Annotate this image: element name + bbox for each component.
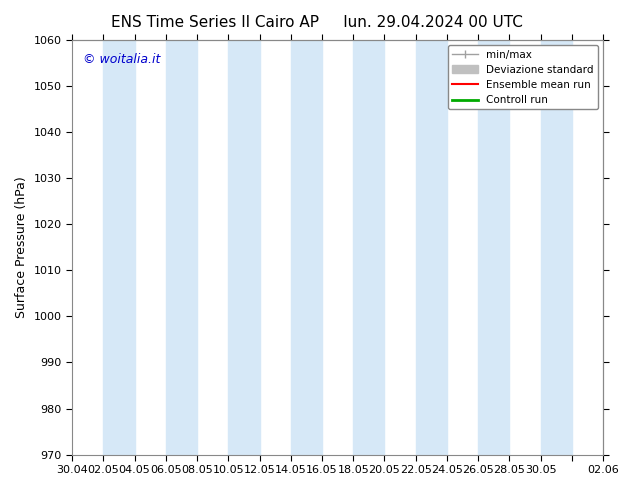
- Bar: [478, 40, 509, 455]
- Bar: [541, 40, 572, 455]
- Text: ENS Time Series Il Cairo AP     lun. 29.04.2024 00 UTC: ENS Time Series Il Cairo AP lun. 29.04.2…: [111, 15, 523, 30]
- Legend: min/max, Deviazione standard, Ensemble mean run, Controll run: min/max, Deviazione standard, Ensemble m…: [448, 46, 598, 109]
- Bar: [166, 40, 197, 455]
- Bar: [291, 40, 322, 455]
- Y-axis label: Surface Pressure (hPa): Surface Pressure (hPa): [15, 176, 28, 318]
- Bar: [353, 40, 384, 455]
- Bar: [103, 40, 134, 455]
- Text: © woitalia.it: © woitalia.it: [82, 52, 160, 66]
- Bar: [416, 40, 447, 455]
- Bar: [228, 40, 259, 455]
